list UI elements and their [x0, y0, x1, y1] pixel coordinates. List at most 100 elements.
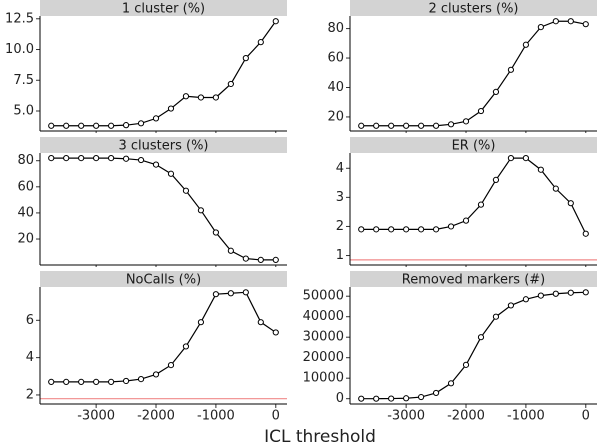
data-point	[182, 343, 190, 350]
data-point	[272, 329, 279, 336]
data-point	[137, 120, 145, 127]
data-point	[227, 290, 234, 297]
data-point	[358, 122, 365, 129]
data-point	[242, 255, 249, 262]
facet-strip	[350, 271, 597, 287]
data-point	[552, 290, 559, 297]
data-point	[418, 226, 425, 233]
data-point	[403, 395, 410, 402]
data-point	[462, 361, 470, 368]
data-point	[257, 39, 264, 46]
data-point	[373, 395, 380, 402]
y-tick-label: 12.5	[5, 11, 34, 26]
facet-strip	[40, 0, 287, 16]
data-point	[63, 122, 70, 129]
data-point	[227, 247, 234, 254]
data-point	[388, 122, 395, 129]
data-point	[418, 393, 425, 401]
data-point	[552, 18, 559, 25]
data-point	[197, 319, 205, 326]
x-tick-label: -3000	[77, 409, 115, 424]
y-tick-label: 40000	[303, 309, 344, 324]
data-point	[78, 378, 85, 385]
y-tick-label: 40	[17, 205, 34, 220]
data-point	[403, 226, 410, 233]
data-point	[212, 291, 219, 298]
data-point	[552, 185, 559, 192]
x-tick-label: -2000	[137, 409, 175, 424]
data-point	[197, 207, 205, 214]
y-tick-label: 0	[336, 391, 344, 406]
y-tick-label: 7.5	[13, 73, 34, 88]
data-point	[492, 176, 500, 184]
data-point	[167, 361, 175, 369]
facet-title: 1 cluster (%)	[122, 2, 205, 17]
data-line	[361, 291, 586, 400]
y-tick-label: 1	[336, 248, 344, 263]
data-point	[122, 122, 130, 129]
data-line	[361, 20, 586, 127]
data-point	[432, 226, 440, 233]
data-line	[361, 157, 587, 234]
data-point	[212, 94, 219, 101]
y-tick-label: 20000	[303, 350, 344, 365]
data-point	[167, 105, 175, 112]
data-line	[51, 20, 277, 127]
data-point	[93, 154, 100, 162]
y-tick-label: 10.0	[5, 42, 34, 57]
data-point	[48, 154, 55, 162]
facet-strip	[40, 137, 287, 153]
data-point	[582, 289, 589, 296]
data-point	[78, 154, 85, 162]
data-point	[522, 41, 529, 48]
data-point	[447, 121, 455, 128]
data-point	[122, 155, 130, 162]
y-tick-label: 20	[327, 109, 344, 124]
y-tick-label: 3	[336, 190, 344, 205]
data-line	[51, 157, 276, 261]
data-point	[432, 389, 440, 397]
data-point	[582, 21, 589, 28]
data-point	[507, 302, 515, 309]
data-point	[537, 24, 544, 31]
y-tick-label: 6	[26, 313, 34, 328]
data-point	[108, 378, 115, 385]
y-tick-label: 80	[17, 153, 34, 168]
y-tick-label: 60	[17, 179, 34, 194]
data-point	[462, 118, 470, 125]
facet-title: Removed markers (#)	[402, 273, 545, 288]
x-tick-label: -2000	[447, 409, 485, 424]
data-point	[403, 122, 410, 129]
x-tick-label: 0	[582, 409, 590, 424]
facet-title: NoCalls (%)	[126, 273, 201, 288]
data-point	[257, 319, 264, 326]
data-point	[137, 375, 145, 383]
data-point	[522, 296, 529, 303]
y-tick-label: 60	[327, 51, 344, 66]
data-point	[522, 154, 529, 162]
data-point	[242, 55, 249, 62]
x-tick-label: -3000	[387, 409, 425, 424]
data-point	[358, 226, 365, 233]
data-point	[388, 226, 395, 233]
y-tick-label: 80	[327, 21, 344, 36]
data-point	[93, 122, 100, 129]
data-point	[182, 187, 190, 194]
data-point	[507, 154, 515, 162]
data-point	[492, 313, 500, 320]
y-tick-label: 20	[17, 232, 34, 247]
data-point	[492, 88, 500, 96]
y-tick-label: 50000	[303, 289, 344, 304]
data-point	[242, 289, 249, 296]
x-tick-label: 0	[272, 409, 280, 424]
data-point	[582, 230, 589, 237]
data-point	[108, 122, 115, 129]
data-point	[48, 122, 55, 129]
data-point	[447, 223, 455, 230]
data-point	[48, 378, 55, 385]
data-point	[152, 161, 160, 168]
y-tick-label: 30000	[303, 330, 344, 345]
data-point	[78, 122, 85, 129]
data-point	[108, 154, 115, 162]
data-point	[567, 18, 574, 25]
